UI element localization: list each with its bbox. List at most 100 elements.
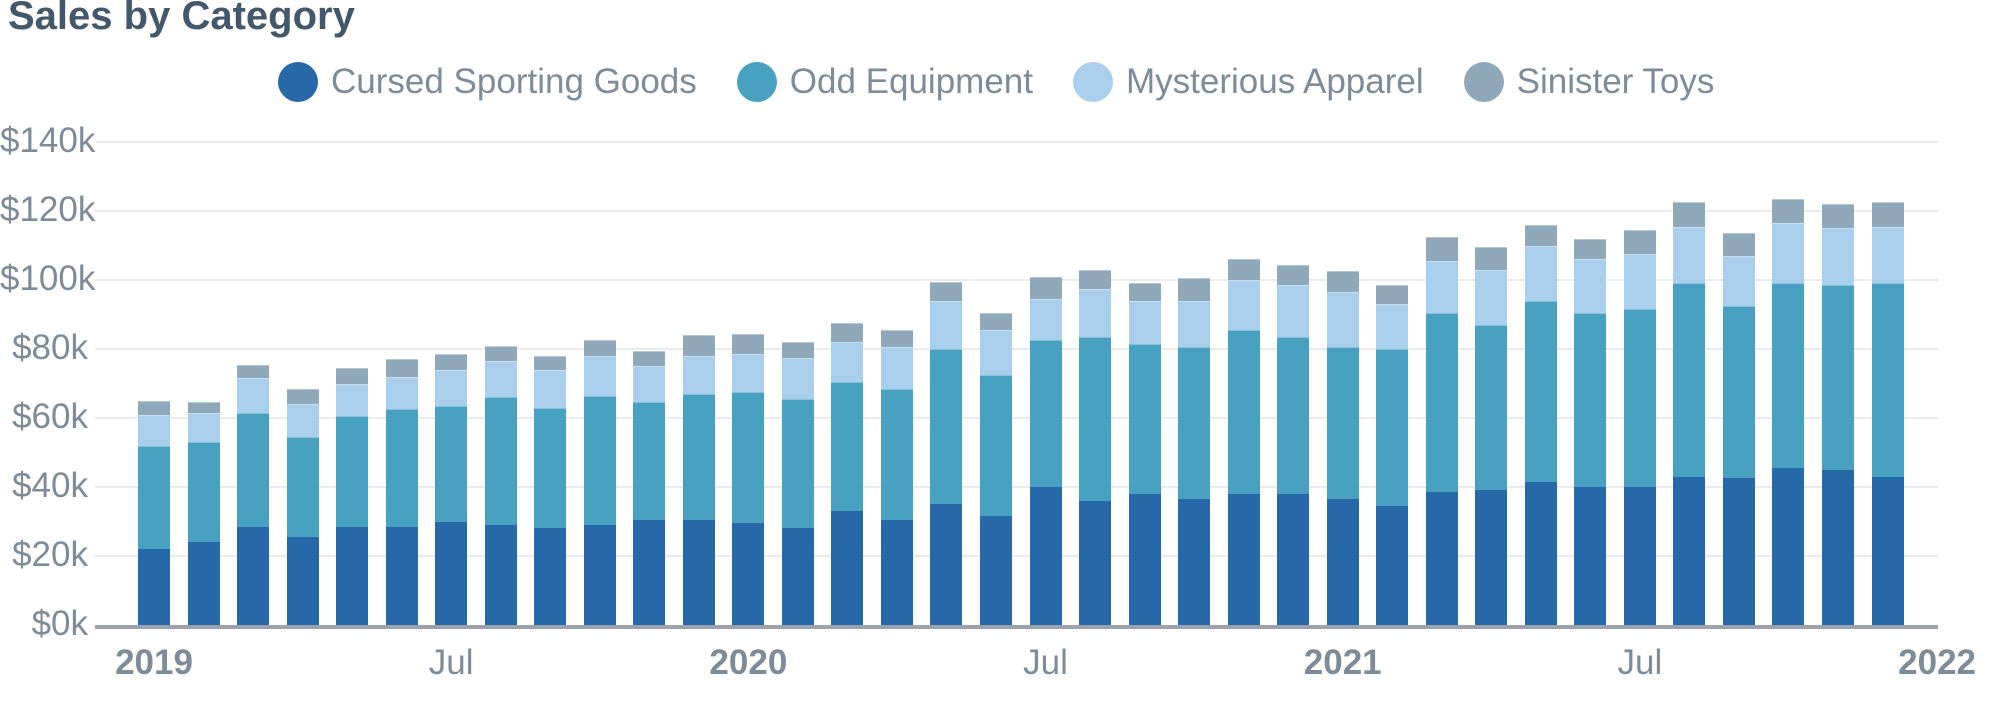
bar-segment-mysterious-apparel[interactable] xyxy=(1623,254,1656,310)
legend-item-sinister-toys[interactable]: Sinister Toys xyxy=(1463,62,1714,102)
bar-segment-odd-equipment[interactable] xyxy=(633,402,666,520)
bar-segment-sinister-toys[interactable] xyxy=(1772,198,1805,224)
bar-segment-cursed-sporting-goods[interactable] xyxy=(880,519,913,625)
bar-segment-sinister-toys[interactable] xyxy=(1376,285,1409,305)
bar-segment-cursed-sporting-goods[interactable] xyxy=(1376,505,1409,625)
bar-segment-sinister-toys[interactable] xyxy=(1178,278,1211,301)
bar-segment-odd-equipment[interactable] xyxy=(1425,312,1458,493)
bar-segment-odd-equipment[interactable] xyxy=(1673,283,1706,477)
bar-segment-cursed-sporting-goods[interactable] xyxy=(831,511,864,625)
bar-segment-mysterious-apparel[interactable] xyxy=(1772,223,1805,284)
bar-segment-mysterious-apparel[interactable] xyxy=(435,369,468,406)
bar-segment-odd-equipment[interactable] xyxy=(435,405,468,522)
bar-segment-cursed-sporting-goods[interactable] xyxy=(1425,492,1458,625)
bar-segment-odd-equipment[interactable] xyxy=(781,399,814,529)
bar-segment-cursed-sporting-goods[interactable] xyxy=(1822,469,1855,625)
bar-segment-cursed-sporting-goods[interactable] xyxy=(1574,487,1607,625)
bar-segment-mysterious-apparel[interactable] xyxy=(286,404,319,437)
bar-segment-mysterious-apparel[interactable] xyxy=(1326,292,1359,348)
bar-segment-sinister-toys[interactable] xyxy=(1673,202,1706,227)
bar-segment-sinister-toys[interactable] xyxy=(1326,271,1359,293)
bar-segment-mysterious-apparel[interactable] xyxy=(1673,226,1706,284)
bar-segment-mysterious-apparel[interactable] xyxy=(1822,228,1855,286)
bar-segment-mysterious-apparel[interactable] xyxy=(1871,226,1904,284)
bar-segment-odd-equipment[interactable] xyxy=(980,374,1012,517)
bar-segment-mysterious-apparel[interactable] xyxy=(732,354,765,393)
bar-segment-cursed-sporting-goods[interactable] xyxy=(1128,493,1161,625)
bar-segment-cursed-sporting-goods[interactable] xyxy=(1277,493,1310,625)
bar-segment-cursed-sporting-goods[interactable] xyxy=(930,504,963,625)
bar-segment-odd-equipment[interactable] xyxy=(336,416,369,527)
bar-segment-cursed-sporting-goods[interactable] xyxy=(633,519,666,625)
bar-segment-cursed-sporting-goods[interactable] xyxy=(1029,487,1062,625)
bar-segment-odd-equipment[interactable] xyxy=(1128,343,1161,494)
bar-segment-cursed-sporting-goods[interactable] xyxy=(1475,490,1508,625)
bar-segment-cursed-sporting-goods[interactable] xyxy=(583,524,616,625)
bar-segment-cursed-sporting-goods[interactable] xyxy=(286,537,319,625)
bar-segment-odd-equipment[interactable] xyxy=(1029,340,1062,487)
bar-segment-mysterious-apparel[interactable] xyxy=(138,414,170,446)
bar-segment-mysterious-apparel[interactable] xyxy=(682,355,715,394)
bar-segment-odd-equipment[interactable] xyxy=(1623,309,1656,487)
bar-segment-odd-equipment[interactable] xyxy=(682,393,715,520)
bar-segment-sinister-toys[interactable] xyxy=(880,330,913,348)
bar-segment-sinister-toys[interactable] xyxy=(1574,238,1607,260)
bar-segment-cursed-sporting-goods[interactable] xyxy=(385,526,418,625)
bar-segment-mysterious-apparel[interactable] xyxy=(1029,298,1062,341)
bar-segment-cursed-sporting-goods[interactable] xyxy=(336,526,369,625)
bar-segment-sinister-toys[interactable] xyxy=(1475,247,1508,270)
bar-segment-cursed-sporting-goods[interactable] xyxy=(1524,481,1557,625)
bar-segment-mysterious-apparel[interactable] xyxy=(1128,300,1161,344)
bar-segment-mysterious-apparel[interactable] xyxy=(781,357,814,400)
bar-segment-mysterious-apparel[interactable] xyxy=(1425,261,1458,313)
bar-segment-odd-equipment[interactable] xyxy=(1822,285,1855,470)
bar-segment-odd-equipment[interactable] xyxy=(1178,347,1211,500)
bar-segment-sinister-toys[interactable] xyxy=(1128,283,1161,301)
bar-segment-odd-equipment[interactable] xyxy=(1871,283,1904,477)
bar-segment-mysterious-apparel[interactable] xyxy=(237,378,270,413)
bar-segment-sinister-toys[interactable] xyxy=(583,340,616,356)
bar-segment-sinister-toys[interactable] xyxy=(980,312,1012,331)
bar-segment-cursed-sporting-goods[interactable] xyxy=(138,549,170,625)
bar-segment-odd-equipment[interactable] xyxy=(286,436,319,538)
bar-segment-cursed-sporting-goods[interactable] xyxy=(1079,500,1112,625)
bar-segment-cursed-sporting-goods[interactable] xyxy=(732,523,765,625)
bar-segment-sinister-toys[interactable] xyxy=(633,350,666,367)
bar-segment-mysterious-apparel[interactable] xyxy=(1524,245,1557,301)
bar-segment-odd-equipment[interactable] xyxy=(1227,330,1260,494)
bar-segment-cursed-sporting-goods[interactable] xyxy=(682,519,715,625)
bar-segment-mysterious-apparel[interactable] xyxy=(1722,255,1755,306)
bar-segment-sinister-toys[interactable] xyxy=(1722,233,1755,256)
bar-segment-cursed-sporting-goods[interactable] xyxy=(1673,476,1706,625)
legend-item-cursed-sporting-goods[interactable]: Cursed Sporting Goods xyxy=(278,62,697,102)
bar-segment-sinister-toys[interactable] xyxy=(1425,236,1458,262)
bar-segment-sinister-toys[interactable] xyxy=(187,402,220,413)
bar-segment-cursed-sporting-goods[interactable] xyxy=(1178,499,1211,625)
bar-segment-odd-equipment[interactable] xyxy=(930,349,963,505)
bar-segment-cursed-sporting-goods[interactable] xyxy=(435,521,468,625)
bar-segment-cursed-sporting-goods[interactable] xyxy=(187,542,220,625)
bar-segment-odd-equipment[interactable] xyxy=(138,445,170,550)
bar-segment-odd-equipment[interactable] xyxy=(1079,336,1112,501)
bar-segment-cursed-sporting-goods[interactable] xyxy=(1871,476,1904,625)
bar-segment-odd-equipment[interactable] xyxy=(1326,347,1359,500)
bar-segment-odd-equipment[interactable] xyxy=(1722,305,1755,479)
bar-segment-mysterious-apparel[interactable] xyxy=(1475,269,1508,325)
bar-segment-mysterious-apparel[interactable] xyxy=(633,366,666,403)
bar-segment-sinister-toys[interactable] xyxy=(732,333,765,355)
legend-item-odd-equipment[interactable]: Odd Equipment xyxy=(736,62,1033,102)
bar-segment-odd-equipment[interactable] xyxy=(732,392,765,524)
bar-segment-sinister-toys[interactable] xyxy=(930,281,963,301)
bar-segment-sinister-toys[interactable] xyxy=(1029,276,1062,299)
bar-segment-sinister-toys[interactable] xyxy=(534,355,567,370)
legend-item-mysterious-apparel[interactable]: Mysterious Apparel xyxy=(1072,62,1424,102)
bar-segment-cursed-sporting-goods[interactable] xyxy=(1326,499,1359,625)
bar-segment-sinister-toys[interactable] xyxy=(1871,202,1904,227)
bar-segment-odd-equipment[interactable] xyxy=(1772,283,1805,469)
bar-segment-sinister-toys[interactable] xyxy=(1822,204,1855,229)
bar-segment-mysterious-apparel[interactable] xyxy=(1574,259,1607,313)
bar-segment-sinister-toys[interactable] xyxy=(1079,269,1112,289)
bar-segment-mysterious-apparel[interactable] xyxy=(385,376,418,410)
bar-segment-odd-equipment[interactable] xyxy=(385,409,418,527)
bar-segment-cursed-sporting-goods[interactable] xyxy=(484,524,517,625)
